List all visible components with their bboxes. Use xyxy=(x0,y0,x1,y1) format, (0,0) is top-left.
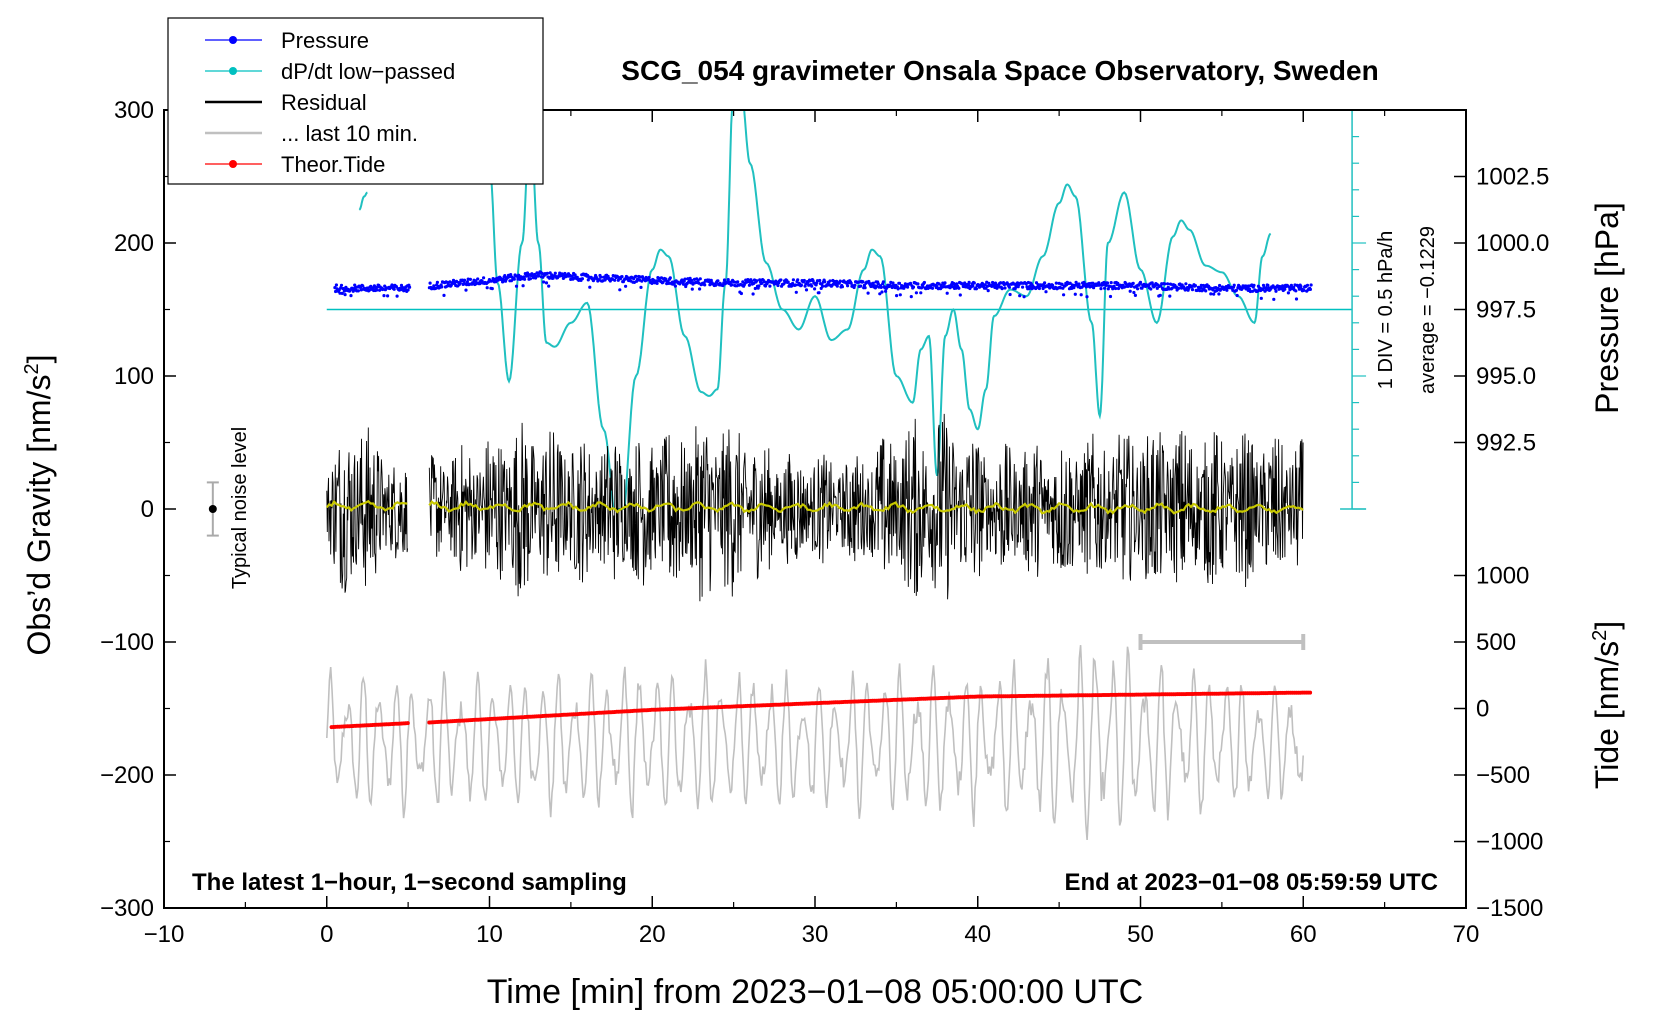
tide-tick-label: 1000 xyxy=(1476,563,1529,590)
axes-layer: −10 0 10 20 30 40 50 60 703002001000−100−200−300… xyxy=(100,97,1549,948)
tide-dots xyxy=(329,690,1313,730)
pressure-layer xyxy=(333,270,1313,301)
x-axis-label: Time [min] from 2023−01−08 05:00:00 UTC xyxy=(487,973,1143,1011)
tide-tick-label: 500 xyxy=(1476,629,1516,656)
annotation-bottom-left: The latest 1−hour, 1−second sampling xyxy=(192,869,627,896)
y-axis-label-pressure: Pressure [hPa] xyxy=(1589,202,1625,414)
y-tick-label-left: −300 xyxy=(100,895,154,922)
tide-tick-label: 0 xyxy=(1476,696,1489,723)
y-tick-label-left: −200 xyxy=(100,762,154,789)
legend-label: Residual xyxy=(281,90,367,115)
y-axis-label-tide-end: ] xyxy=(1589,621,1625,630)
x-tick-label: 0 xyxy=(320,921,333,948)
y-tick-label-left: 300 xyxy=(114,97,154,124)
pressure-tick-label: 1000.0 xyxy=(1476,230,1549,257)
residual-layer xyxy=(325,413,1304,602)
average-label: average = −0.1229 xyxy=(1417,226,1439,394)
legend-label: ... last 10 min. xyxy=(281,121,418,146)
noise-level-label: Typical noise level xyxy=(229,427,251,589)
pressure-tick-label: 995.0 xyxy=(1476,363,1536,390)
x-tick-label: −10 xyxy=(144,921,185,948)
legend-label: dP/dt low−passed xyxy=(281,59,455,84)
dpdt-line-segment xyxy=(358,191,368,211)
y-axis-label-left-end: ] xyxy=(21,355,57,364)
last10-layer xyxy=(326,645,1304,840)
y-axis-label-tide-sup: 2 xyxy=(1589,630,1611,641)
legend-label: Theor.Tide xyxy=(281,152,385,177)
legend-marker xyxy=(229,67,237,75)
legend-marker xyxy=(229,160,237,168)
pressure-tick-label: 1002.5 xyxy=(1476,164,1549,191)
x-tick-label: 40 xyxy=(964,921,991,948)
y-axis-label-left-text: Obs’d Gravity [nm/s xyxy=(21,375,57,656)
x-tick-label: 30 xyxy=(802,921,829,948)
tide-tick-label: −1500 xyxy=(1476,895,1543,922)
noise-bar-center xyxy=(208,505,217,513)
pressure-tick-label: 997.5 xyxy=(1476,297,1536,324)
div-scale-label: 1 DIV = 0.5 hPa/h xyxy=(1375,231,1397,389)
annotation-layer xyxy=(206,481,1306,650)
y-tick-label-left: 0 xyxy=(141,496,154,523)
chart-title: SCG_054 gravimeter Onsala Space Observat… xyxy=(621,55,1378,86)
legend-label: Pressure xyxy=(281,28,369,53)
y-axis-label-left-sup: 2 xyxy=(21,363,43,374)
last10-line xyxy=(326,645,1304,840)
tide-tick-label: −500 xyxy=(1476,762,1530,789)
residual-lowpass-line xyxy=(325,499,1304,515)
tide-tick-label: −1000 xyxy=(1476,829,1543,856)
y-tick-label-left: 200 xyxy=(114,230,154,257)
x-tick-label: 20 xyxy=(639,921,666,948)
y-tick-label-left: 100 xyxy=(114,363,154,390)
y-axis-label-tide: Tide [nm/s2] xyxy=(1589,621,1625,789)
tide-layer xyxy=(329,690,1313,730)
pressure-tick-label: 992.5 xyxy=(1476,430,1536,457)
legend: Pressure dP/dt low−passed Residual ... last… xyxy=(167,17,544,185)
pressure-dots xyxy=(333,270,1313,301)
legend-marker xyxy=(229,36,237,44)
y-tick-label-left: −100 xyxy=(100,629,154,656)
x-tick-label: 10 xyxy=(476,921,503,948)
residual-line xyxy=(326,413,1304,602)
x-tick-label: 60 xyxy=(1290,921,1317,948)
y-axis-label-left: Obs’d Gravity [nm/s2] xyxy=(21,355,57,656)
x-tick-label: 50 xyxy=(1127,921,1154,948)
y-axis-label-tide-text: Tide [nm/s xyxy=(1589,641,1625,789)
annotation-bottom-right: End at 2023−01−08 05:59:59 UTC xyxy=(1064,869,1438,896)
x-tick-label: 70 xyxy=(1453,921,1480,948)
